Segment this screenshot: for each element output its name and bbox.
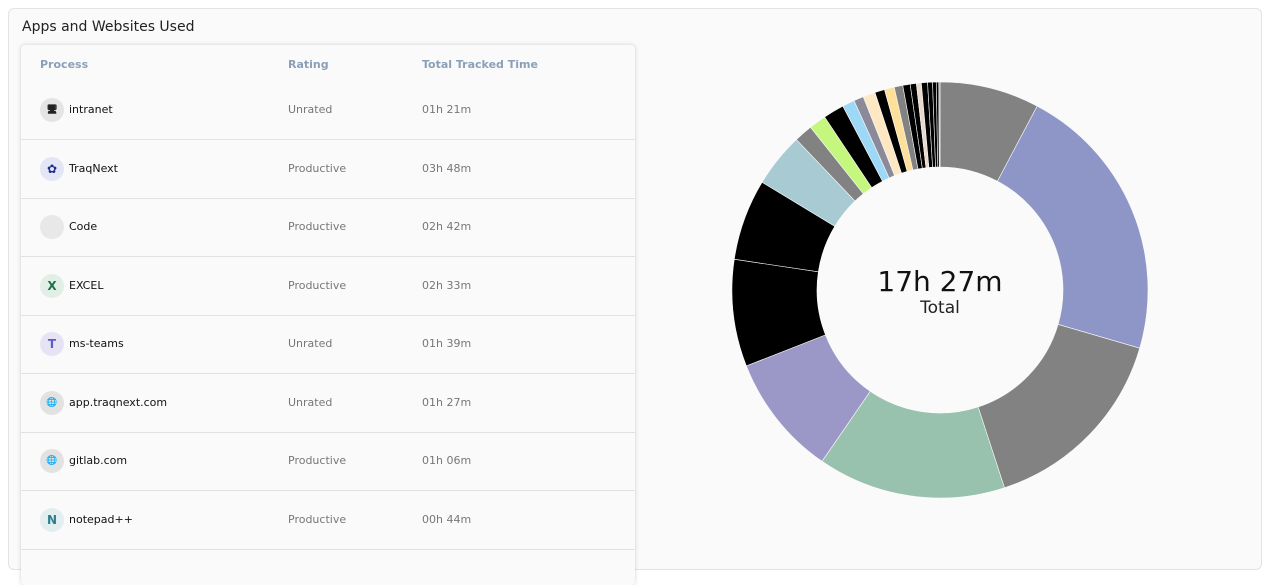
tracked-time: 03h 48m xyxy=(422,161,472,175)
donut-slice[interactable] xyxy=(938,81,941,168)
total-time: 17h 27m xyxy=(877,265,1003,298)
tracked-time: 02h 42m xyxy=(422,220,472,233)
donut-slice[interactable] xyxy=(977,324,1141,489)
tracked-time: 02h 33m xyxy=(422,278,472,292)
excel-icon: X xyxy=(40,273,64,298)
tracked-time: 01h 06m xyxy=(422,454,472,467)
tracked-time: 01h 21m xyxy=(422,103,472,116)
traqnext-logo-icon: ✿ xyxy=(40,156,64,181)
tracked-time: 01h 27m xyxy=(422,395,472,409)
rating: Productive xyxy=(288,512,347,526)
rating: Unrated xyxy=(288,395,333,409)
monitor-icon: 🖥 xyxy=(40,98,64,122)
rating: Unrated xyxy=(288,337,333,350)
teams-icon: T xyxy=(40,332,64,356)
process-name: notepad++ xyxy=(69,512,133,526)
table-row[interactable]: X EXCEL Productive 02h 33m xyxy=(21,257,635,316)
process-name: app.traqnext.com xyxy=(69,395,168,409)
globe-icon: 🌐 xyxy=(40,449,64,473)
usage-donut-chart xyxy=(731,81,1149,499)
process-name: Code xyxy=(69,220,98,233)
panel-title: Apps and Websites Used xyxy=(22,19,195,35)
table-row[interactable]: Code Productive 02h 42m xyxy=(21,198,635,257)
total-label: Total xyxy=(920,298,960,318)
process-name: EXCEL xyxy=(69,278,104,292)
rating: Unrated xyxy=(288,103,333,116)
rating: Productive xyxy=(288,454,347,467)
process-name: TraqNext xyxy=(69,161,118,175)
process-table: Process Rating Total Tracked Time 🖥 intr… xyxy=(21,45,635,585)
table-row[interactable]: 🌐 gitlab.com Productive 01h 06m xyxy=(21,432,635,491)
tracked-time: 01h 39m xyxy=(422,337,472,350)
header-process[interactable]: Process xyxy=(40,58,89,71)
table-row[interactable]: 🖥 intranet Unrated 01h 21m xyxy=(21,81,635,140)
process-name: gitlab.com xyxy=(69,454,128,467)
rating: Productive xyxy=(288,161,347,175)
table-row[interactable]: T ms-teams Unrated 01h 39m xyxy=(21,315,635,374)
rating: Productive xyxy=(288,278,347,292)
process-name: ms-teams xyxy=(69,337,124,350)
code-icon xyxy=(40,215,64,239)
globe-icon: 🌐 xyxy=(40,390,64,415)
process-name: intranet xyxy=(69,103,113,116)
table-row[interactable]: ✿ TraqNext Productive 03h 48m xyxy=(21,140,635,199)
donut-center: 17h 27m Total xyxy=(724,265,1156,318)
table-row[interactable]: N notepad++ Productive 00h 44m xyxy=(21,491,635,550)
rating: Productive xyxy=(288,220,347,233)
header-total-time[interactable]: Total Tracked Time xyxy=(422,58,538,71)
notepad-icon: N xyxy=(40,507,64,532)
table-row[interactable]: 🌐 app.traqnext.com Unrated 01h 27m xyxy=(21,374,635,433)
header-rating[interactable]: Rating xyxy=(288,58,329,71)
donut-slice[interactable] xyxy=(997,105,1149,349)
tracked-time: 00h 44m xyxy=(422,512,472,526)
